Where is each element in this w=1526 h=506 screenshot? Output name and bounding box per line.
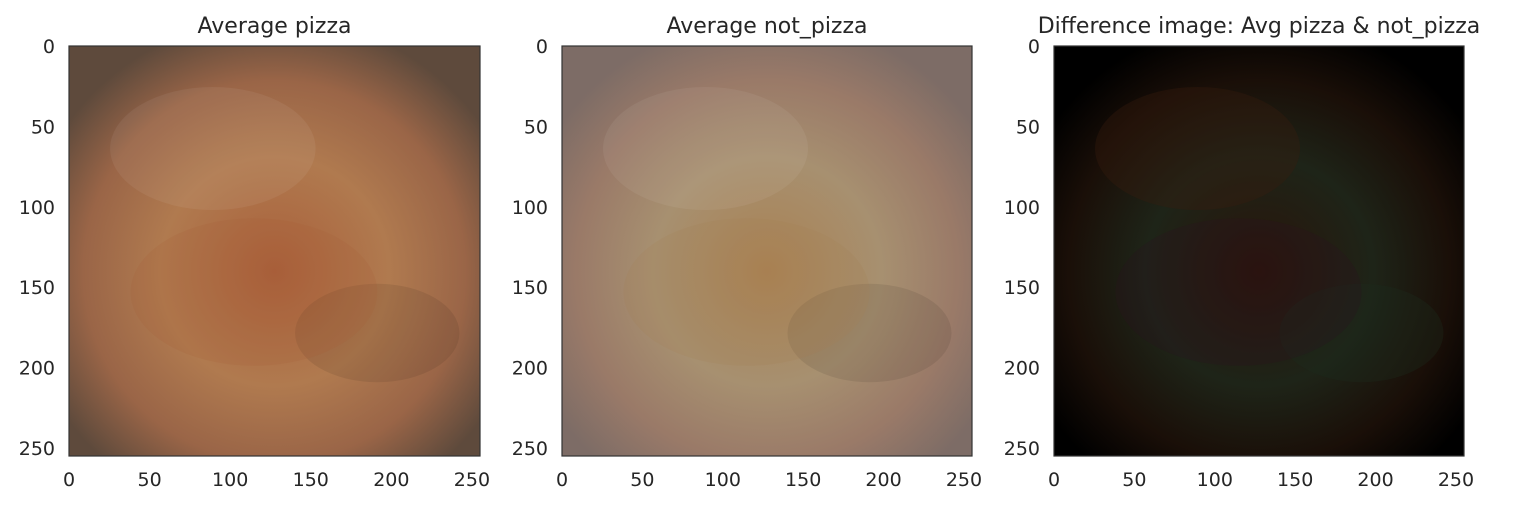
x-tick-label: 250 <box>1438 469 1474 491</box>
x-tick-label: 100 <box>705 469 741 491</box>
y-tick-label: 200 <box>512 358 548 380</box>
image-texture-2-1 <box>603 87 808 210</box>
x-tick-label: 200 <box>1357 469 1393 491</box>
y-tick-label: 50 <box>1016 116 1040 138</box>
y-tick-label: 250 <box>512 438 548 460</box>
image-texture-2-3 <box>623 218 870 366</box>
image-texture-1-3 <box>130 218 378 366</box>
y-tick-label: 250 <box>1004 438 1040 460</box>
image-texture-2-2 <box>787 283 952 383</box>
y-tick-label: 50 <box>31 116 55 138</box>
y-tick-label: 0 <box>536 36 548 58</box>
axes-frame-3 <box>1053 45 1465 457</box>
y-tick-label: 100 <box>19 197 55 219</box>
image-texture-1-2 <box>295 283 460 383</box>
chart-title-3: Difference image: Avg pizza & not_pizza <box>1038 14 1481 39</box>
image-texture-3-2 <box>1279 283 1444 383</box>
axes-frame-2 <box>561 45 973 457</box>
x-tick-label: 100 <box>1197 469 1233 491</box>
panel-2: Average not_pizza 0 50 100 150 200 250 0 50 100 15… <box>512 14 982 491</box>
y-tick-label: 100 <box>1004 197 1040 219</box>
panel-1: Average pizza 0 50 100 150 200 250 0 50 100 150 200… <box>19 14 490 491</box>
x-tick-label: 150 <box>785 469 821 491</box>
chart-title-1: Average pizza <box>198 14 352 39</box>
y-tick-label: 100 <box>512 197 548 219</box>
x-tick-label: 100 <box>212 469 248 491</box>
y-tick-label: 200 <box>19 358 55 380</box>
x-tick-label: 0 <box>556 469 568 491</box>
x-tick-label: 50 <box>137 469 161 491</box>
y-tick-label: 250 <box>19 438 55 460</box>
x-tick-label: 250 <box>454 469 490 491</box>
x-tick-label: 0 <box>1048 469 1060 491</box>
y-tick-label: 50 <box>524 116 548 138</box>
chart-title-2: Average not_pizza <box>666 14 867 39</box>
x-tick-label: 250 <box>946 469 982 491</box>
x-tick-label: 200 <box>865 469 901 491</box>
image-3 <box>1054 46 1464 456</box>
image-texture-1-1 <box>110 87 316 210</box>
y-tick-label: 200 <box>1004 358 1040 380</box>
image-1 <box>69 46 480 456</box>
axes-frame-1 <box>68 45 481 457</box>
x-tick-label: 50 <box>1122 469 1146 491</box>
image-2 <box>562 46 972 456</box>
x-tick-label: 150 <box>293 469 329 491</box>
x-tick-label: 150 <box>1277 469 1313 491</box>
x-tick-label: 200 <box>373 469 409 491</box>
panel-3: Difference image: Avg pizza & not_pizza0… <box>1004 14 1481 491</box>
x-tick-label: 50 <box>630 469 654 491</box>
y-tick-label: 150 <box>512 277 548 299</box>
y-tick-label: 0 <box>43 36 55 58</box>
y-tick-label: 150 <box>19 277 55 299</box>
x-tick-label: 0 <box>63 469 75 491</box>
image-texture-3-1 <box>1095 87 1300 210</box>
y-tick-label: 0 <box>1028 36 1040 58</box>
image-texture-3-3 <box>1115 218 1362 366</box>
y-tick-label: 150 <box>1004 277 1040 299</box>
